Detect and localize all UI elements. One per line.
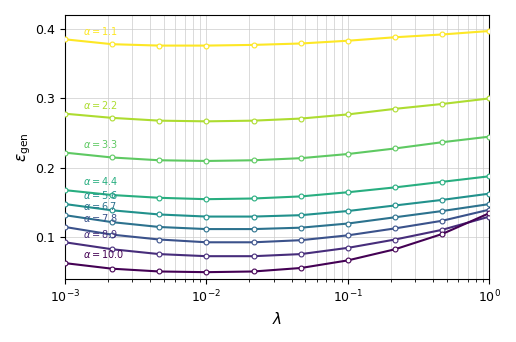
Text: $\alpha = 8.9$: $\alpha = 8.9$	[84, 227, 119, 239]
Text: $\alpha = 6.7$: $\alpha = 6.7$	[84, 200, 118, 212]
Text: $\alpha = 5.6$: $\alpha = 5.6$	[84, 189, 119, 201]
Text: $\alpha = 10.0$: $\alpha = 10.0$	[84, 248, 125, 260]
X-axis label: $\lambda$: $\lambda$	[272, 311, 282, 327]
Text: $\alpha = 7.8$: $\alpha = 7.8$	[84, 212, 118, 224]
Text: $\alpha = 3.3$: $\alpha = 3.3$	[84, 138, 119, 150]
Text: $\alpha = 4.4$: $\alpha = 4.4$	[84, 175, 119, 187]
Text: $\alpha = 1.1$: $\alpha = 1.1$	[84, 25, 118, 37]
Y-axis label: $\varepsilon_{\mathrm{gen}}$: $\varepsilon_{\mathrm{gen}}$	[15, 132, 33, 162]
Text: $\alpha = 2.2$: $\alpha = 2.2$	[84, 99, 118, 111]
